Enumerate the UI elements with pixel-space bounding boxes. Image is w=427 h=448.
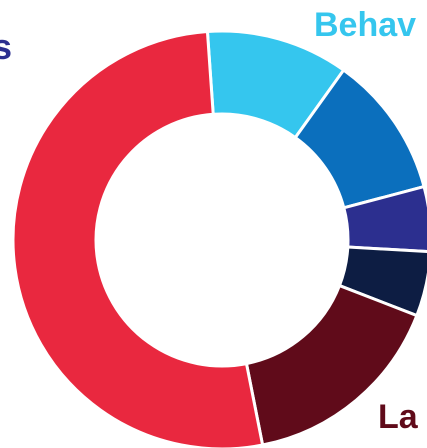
partial-category-label-left: s bbox=[0, 26, 13, 67]
partial-category-label-top-right: Behav bbox=[314, 6, 417, 44]
donut-slice-6 bbox=[11, 29, 265, 448]
partial-category-label-bottom-right: La bbox=[378, 398, 418, 436]
